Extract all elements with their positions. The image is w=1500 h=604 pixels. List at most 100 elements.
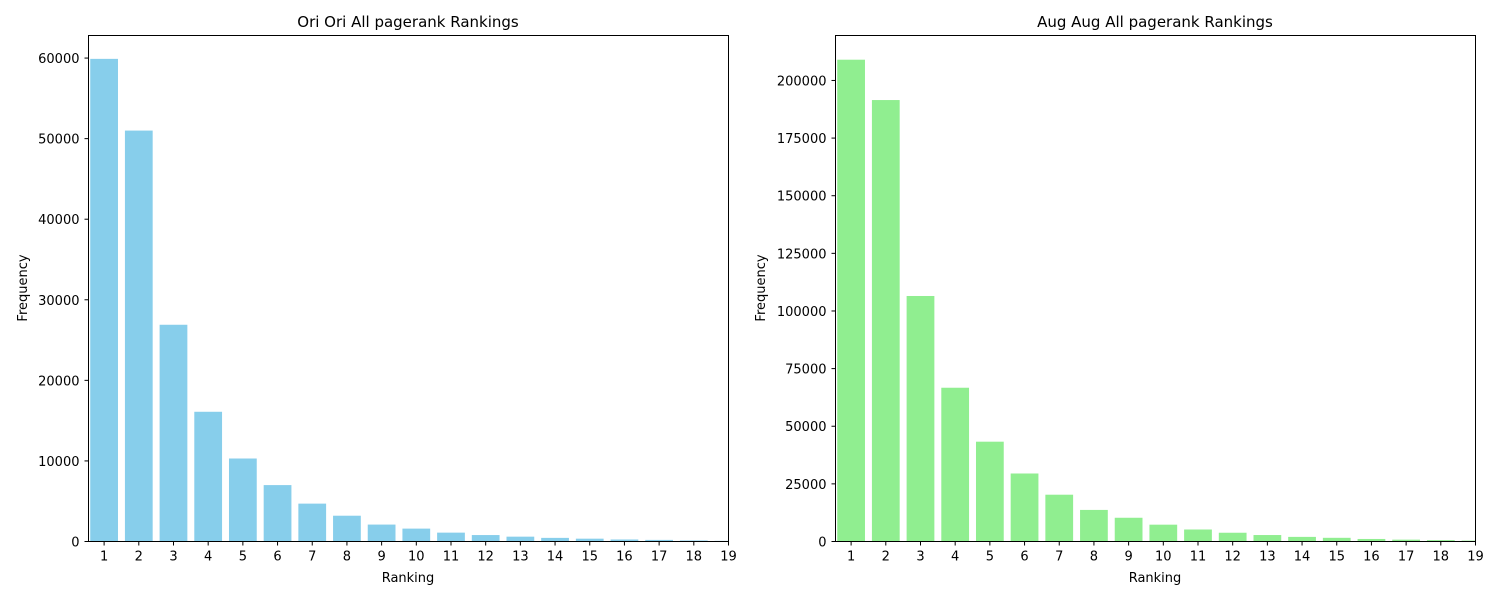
x-tick-label: 1: [100, 550, 108, 565]
x-tick-label: 9: [1124, 550, 1132, 565]
bar-16: [1357, 538, 1386, 542]
x-axis-ticks: 1 2 3 4 5 6 7 8 9 10 11 12 13 14 15 16 17 18 19: [100, 541, 737, 565]
bar-5: [228, 458, 257, 542]
x-axis-ticks: 1 2 3 4 5 6 7 8 9 10 11 12 13 14 15 16 17 18 19: [847, 541, 1484, 565]
x-tick-label: 18: [1433, 550, 1450, 565]
bar-6: [263, 485, 292, 542]
y-tick-label: 150000: [777, 190, 827, 205]
bar-10: [1149, 524, 1178, 542]
y-tick-label: 30000: [38, 294, 79, 309]
y-tick-label: 175000: [777, 132, 827, 147]
bar-15: [575, 538, 604, 542]
x-tick-label: 14: [547, 550, 564, 565]
bar-4: [194, 411, 223, 542]
bar-group: [837, 59, 1476, 542]
bar-13: [506, 536, 535, 542]
x-tick-label: 10: [408, 550, 425, 565]
x-tick-label: 4: [951, 550, 959, 565]
y-axis-ticks: 0 10000 20000 30000 40000 50000 60000: [38, 52, 89, 551]
y-tick-label: 200000: [777, 74, 827, 89]
x-tick-label: 3: [916, 550, 924, 565]
y-tick-label: 10000: [38, 455, 79, 470]
bar-2: [871, 100, 900, 542]
bar-14: [541, 537, 569, 542]
y-axis-label: Frequency: [754, 254, 769, 321]
plot-frame: [835, 35, 1476, 542]
y-tick-label: 75000: [785, 363, 826, 378]
bar-17: [1392, 539, 1420, 542]
y-tick-label: 0: [71, 536, 79, 551]
x-tick-label: 5: [986, 550, 994, 565]
x-tick-label: 2: [135, 550, 143, 565]
x-tick-label: 6: [273, 550, 281, 565]
x-tick-label: 3: [169, 550, 177, 565]
bar-18: [1426, 540, 1455, 542]
bar-12: [1218, 532, 1247, 542]
chart-title: Ori Ori All pagerank Rankings: [297, 13, 519, 31]
x-tick-label: 15: [581, 550, 598, 565]
x-tick-label: 18: [686, 550, 703, 565]
y-axis-label: Frequency: [16, 254, 31, 321]
bar-13: [1253, 535, 1282, 542]
y-tick-label: 125000: [777, 247, 827, 262]
bar-17: [645, 539, 673, 542]
x-tick-label: 4: [204, 550, 212, 565]
x-axis-label: Ranking: [1129, 571, 1182, 586]
x-tick-label: 5: [239, 550, 247, 565]
bar-group: [90, 58, 729, 542]
y-tick-label: 20000: [38, 374, 79, 389]
bar-6: [1010, 473, 1039, 542]
x-tick-label: 17: [1398, 550, 1415, 565]
y-tick-label: 50000: [785, 420, 826, 435]
x-tick-label: 7: [1055, 550, 1063, 565]
x-tick-label: 12: [1224, 550, 1241, 565]
x-tick-label: 6: [1020, 550, 1028, 565]
bar-8: [1080, 509, 1108, 542]
y-axis-ticks: 0 25000 50000 75000 100000 125000 150000 175000…: [777, 74, 836, 551]
y-tick-label: 50000: [38, 133, 79, 148]
y-tick-label: 40000: [38, 213, 79, 228]
x-tick-label: 10: [1155, 550, 1172, 565]
chart-aug-rankings: Aug Aug All pagerank Rankings Ranking Fr…: [754, 13, 1484, 586]
bar-8: [333, 515, 361, 542]
x-tick-label: 1: [847, 550, 855, 565]
bar-3: [159, 324, 188, 542]
bar-18: [679, 540, 708, 542]
x-tick-label: 11: [443, 550, 460, 565]
bar-1: [837, 59, 865, 542]
bar-9: [367, 524, 396, 542]
bar-4: [941, 387, 970, 542]
x-tick-label: 17: [651, 550, 668, 565]
x-tick-label: 12: [477, 550, 494, 565]
y-tick-label: 25000: [785, 478, 826, 493]
bar-11: [1184, 529, 1212, 542]
y-tick-label: 60000: [38, 52, 79, 67]
y-tick-label: 100000: [777, 305, 827, 320]
x-tick-label: 7: [308, 550, 316, 565]
chart-ori-rankings: Ori Ori All pagerank Rankings Ranking Fr…: [16, 13, 737, 586]
bar-16: [610, 539, 639, 542]
bar-1: [90, 58, 118, 542]
x-tick-label: 19: [1467, 550, 1484, 565]
x-tick-label: 19: [720, 550, 737, 565]
y-tick-label: 0: [818, 536, 826, 551]
x-tick-label: 13: [512, 550, 529, 565]
x-tick-label: 11: [1190, 550, 1207, 565]
bar-7: [298, 503, 327, 542]
bar-5: [975, 441, 1004, 542]
x-tick-label: 9: [377, 550, 385, 565]
bar-14: [1288, 536, 1316, 542]
bar-7: [1045, 494, 1074, 542]
x-tick-label: 13: [1259, 550, 1276, 565]
bar-12: [471, 535, 500, 542]
plot-frame: [88, 35, 729, 542]
x-tick-label: 15: [1328, 550, 1345, 565]
bar-3: [906, 295, 935, 542]
x-tick-label: 14: [1294, 550, 1311, 565]
chart-title: Aug Aug All pagerank Rankings: [1037, 13, 1273, 31]
bar-9: [1114, 517, 1143, 542]
bar-11: [437, 532, 465, 542]
x-tick-label: 8: [343, 550, 351, 565]
bar-10: [402, 528, 431, 542]
